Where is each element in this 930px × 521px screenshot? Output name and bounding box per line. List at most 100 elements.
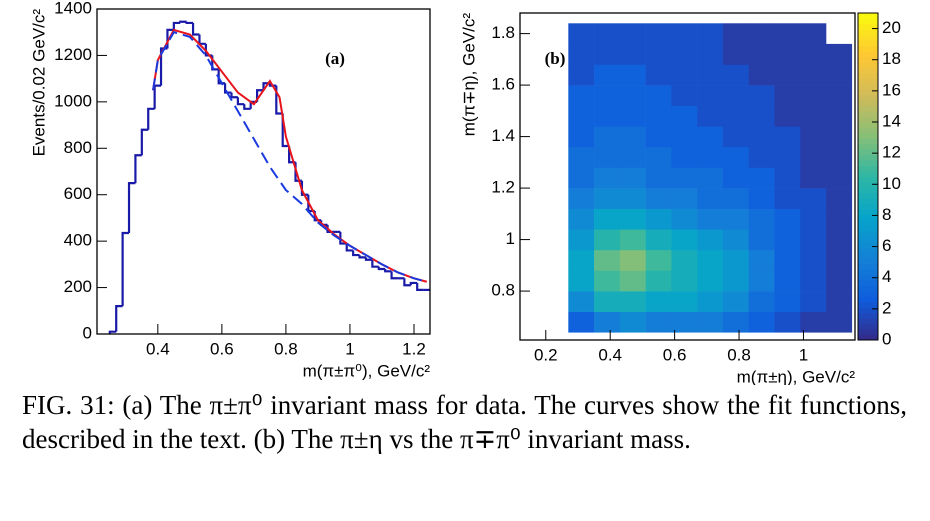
colorbar-tick-label: 6: [882, 236, 891, 255]
colorbar-segment: [858, 13, 878, 19]
heatmap-cell: [748, 105, 775, 127]
heatmap-cell: [722, 167, 750, 189]
x-tick-label: 0.4: [146, 339, 170, 358]
colorbar-segment: [858, 127, 878, 134]
heatmap-cell: [568, 85, 595, 106]
heatmap-cell: [568, 311, 595, 333]
colorbar-segment: [858, 209, 878, 216]
heatmap-cell: [697, 208, 724, 230]
heatmap-cell: [800, 105, 827, 127]
heatmap-cell: [619, 64, 646, 86]
y-tick-label: 1000: [54, 91, 92, 110]
heatmap-cell: [568, 229, 595, 251]
heatmap-cell: [671, 146, 698, 168]
heatmap-cell: [671, 249, 698, 271]
heatmap-cell: [722, 23, 750, 45]
heatmap-cell: [826, 126, 853, 148]
histogram-bin: [281, 113, 290, 148]
heatmap-cell: [826, 188, 853, 209]
figure: 0.4 0.6 0.8 1 1.20200400600800100012001400m(…: [29, 0, 901, 386]
heatmap-cell: [619, 105, 646, 127]
colorbar-segment: [858, 67, 878, 74]
histogram-bin: [230, 92, 238, 99]
colorbar-segment: [858, 285, 878, 292]
heatmap-cell: [697, 270, 724, 292]
heatmap-cell: [697, 85, 724, 106]
heatmap-cell: [594, 146, 621, 168]
colorbar-segment: [858, 329, 878, 336]
heatmap-cell: [774, 208, 801, 230]
heatmap-cell: [774, 105, 801, 127]
heatmap-cell: [568, 291, 595, 312]
heatmap-cell: [697, 146, 724, 168]
heatmap-cell: [748, 188, 775, 209]
colorbar-segment: [858, 100, 878, 107]
heatmap-cell: [568, 64, 595, 86]
heatmap-cell: [645, 167, 672, 189]
colorbar-tick-label: 10: [882, 174, 901, 193]
y-tick-label: 400: [64, 231, 92, 250]
heatmap-cell: [722, 85, 750, 106]
heatmap-cell: [619, 249, 646, 271]
heatmap-cell: [594, 23, 621, 45]
y-tick-label: 0.8: [491, 281, 515, 300]
histogram-bin: [121, 231, 130, 307]
heatmap-cell: [774, 126, 801, 148]
heatmap-cell: [722, 64, 750, 86]
heatmap-cell: [697, 126, 724, 148]
heatmap-cell: [671, 229, 698, 251]
heatmap-cell: [671, 311, 698, 333]
heatmap-cell: [800, 146, 827, 168]
y-tick-label: 1.2: [491, 178, 515, 197]
histogram-bin: [115, 305, 123, 332]
heatmap-cell: [594, 126, 621, 148]
colorbar-segment: [858, 192, 878, 199]
heatmap-cell: [697, 249, 724, 271]
histogram-bin: [371, 259, 379, 268]
colorbar-segment: [858, 187, 878, 194]
heatmap-cell: [800, 188, 827, 209]
histogram-bin: [185, 21, 194, 25]
heatmap-cell: [722, 105, 750, 127]
heatmap-cell: [619, 270, 646, 292]
histogram-bin: [384, 269, 392, 273]
heatmap-cell: [800, 85, 827, 106]
heatmap-cell: [800, 64, 827, 86]
colorbar-segment: [858, 138, 878, 145]
heatmap-cell: [594, 167, 621, 189]
heatmap-cell: [697, 229, 724, 251]
heatmap-cell: [619, 167, 646, 189]
heatmap-cell: [774, 270, 801, 292]
colorbar-segment: [858, 94, 878, 101]
colorbar-segment: [858, 225, 878, 232]
heatmap-cell: [697, 311, 724, 333]
heatmap-cell: [619, 291, 646, 312]
heatmap-cell: [748, 270, 775, 292]
heatmap-cell: [722, 146, 750, 168]
heatmap-cell: [645, 208, 672, 230]
histogram-bin: [377, 266, 386, 271]
heatmap-cell: [748, 23, 775, 45]
heatmap-cell: [645, 270, 672, 292]
colorbar-segment: [858, 258, 878, 265]
heatmap-cell: [774, 311, 801, 333]
colorbar-segment: [858, 280, 878, 286]
heatmap-cell: [826, 146, 853, 168]
heatmap-cell: [800, 126, 827, 148]
histogram-bin: [127, 182, 136, 234]
histogram-bin: [108, 330, 117, 334]
heatmap-cell: [619, 311, 646, 333]
heatmap-cell: [774, 85, 801, 106]
heatmap-cell: [568, 167, 595, 189]
heatmap-cell: [748, 126, 775, 148]
heatmap-cell: [748, 249, 775, 271]
heatmap-cell: [800, 23, 827, 45]
heatmap-cell: [568, 23, 595, 45]
heatmap-cell: [748, 208, 775, 230]
heatmap-cell: [722, 229, 750, 251]
heatmap-cell: [619, 208, 646, 230]
heatmap-cell: [568, 188, 595, 209]
x-tick-label: 0.6: [663, 345, 687, 364]
heatmap-cell: [568, 270, 595, 292]
heatmap-cell: [594, 188, 621, 209]
